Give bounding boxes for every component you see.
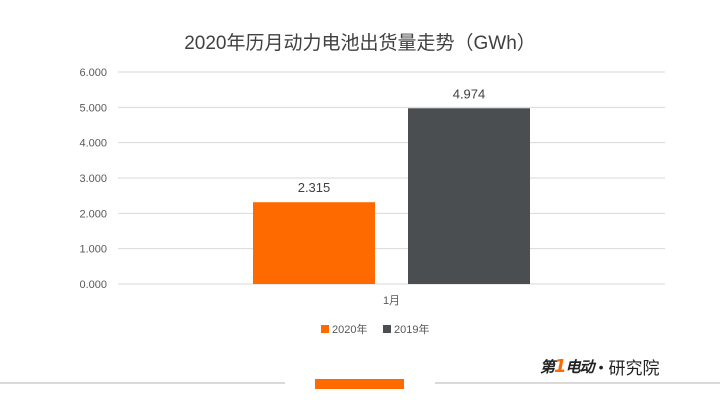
y-tick-label: 5.000 <box>79 102 107 114</box>
chart-title: 2020年历月动力电池出货量走势（GWh） <box>184 32 536 54</box>
legend-label: 2020年 <box>332 322 367 336</box>
brand-dot: • <box>598 358 604 375</box>
y-tick-label: 3.000 <box>79 173 107 185</box>
brand-text: 研究院 <box>608 359 660 379</box>
y-axis-ticks: 0.000 1.000 2.000 3.000 4.000 5.000 6.000 <box>79 67 107 291</box>
data-label: 2.315 <box>298 180 331 195</box>
data-label: 4.974 <box>453 86 486 101</box>
footer-divider-right <box>435 382 720 384</box>
y-tick-label: 1.000 <box>79 244 107 256</box>
legend-swatch <box>321 325 329 333</box>
y-tick-label: 6.000 <box>79 67 107 79</box>
y-tick-label: 2.000 <box>79 208 107 220</box>
brand-logo: 第1电动 <box>540 356 595 377</box>
brand-logo-prefix: 第 <box>540 358 555 376</box>
chart-legend: 2020年 2019年 <box>321 322 429 336</box>
x-category-label: 1月 <box>383 295 400 307</box>
brand-logo-suffix: 电动 <box>565 358 595 376</box>
data-labels: 2.315 4.974 <box>298 86 486 195</box>
y-tick-label: 0.000 <box>79 279 107 291</box>
footer-divider-left <box>0 382 285 384</box>
legend-swatch <box>383 325 391 333</box>
chart-bars <box>253 108 530 284</box>
brand-logo-one: 1 <box>554 356 566 377</box>
bar <box>253 202 375 284</box>
y-tick-label: 4.000 <box>79 138 107 150</box>
legend-label: 2019年 <box>394 322 429 336</box>
x-axis-categories: 1月 <box>383 295 400 307</box>
footer-accent-bar <box>315 379 404 389</box>
bar <box>408 108 530 284</box>
chart-gridlines <box>118 71 665 285</box>
brand-mark: 第1电动 • 研究院 <box>540 354 659 379</box>
